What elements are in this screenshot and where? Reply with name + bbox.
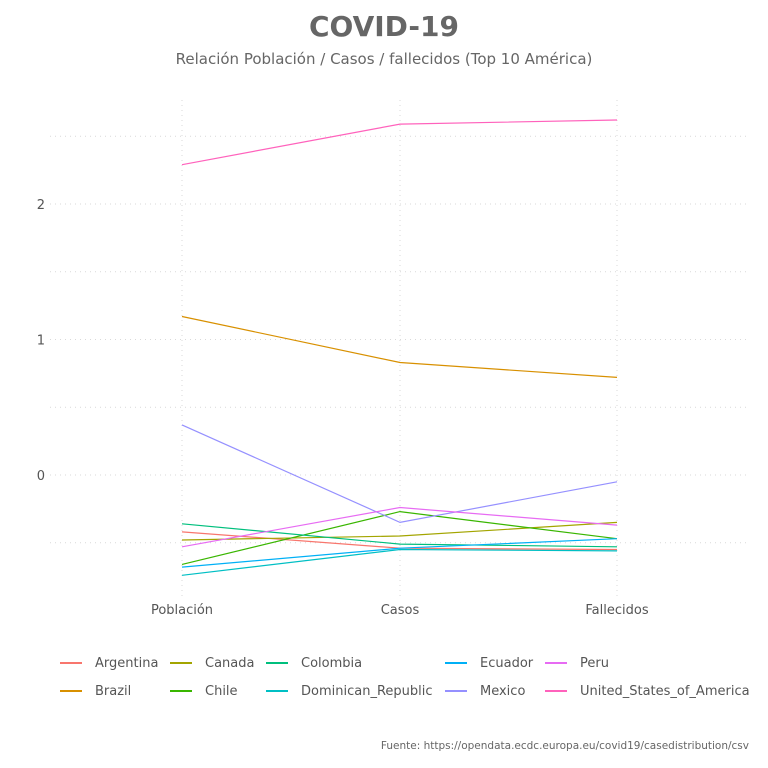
y-tick-label: 0 bbox=[37, 469, 45, 484]
x-tick-label: Casos bbox=[381, 603, 420, 618]
chart-subtitle: Relación Población / Casos / fallecidos … bbox=[175, 50, 593, 68]
y-axis: 0 1 2 bbox=[37, 198, 45, 484]
legend-swatch bbox=[266, 662, 288, 664]
legend: Argentina Brazil Canada Chile Colombia Domini… bbox=[60, 652, 760, 712]
legend-item: Mexico bbox=[445, 680, 525, 702]
series-line-ecuador bbox=[181, 538, 618, 568]
legend-swatch bbox=[445, 662, 467, 664]
legend-item: Dominican_Republic bbox=[266, 680, 433, 702]
legend-swatch bbox=[445, 690, 467, 692]
line-chart: 0 1 2 Población Casos Fallecidos bbox=[37, 100, 750, 618]
x-tick-label: Fallecidos bbox=[585, 603, 648, 618]
series-line-chile bbox=[181, 510, 618, 565]
legend-item: United_States_of_America bbox=[545, 680, 750, 702]
series-line-peru bbox=[181, 506, 618, 548]
legend-item: Brazil bbox=[60, 680, 131, 702]
series-lines bbox=[181, 119, 618, 576]
legend-label: Ecuador bbox=[480, 655, 534, 671]
series-line-dominican_republic bbox=[181, 548, 618, 576]
series-line-united_states_of_america bbox=[181, 119, 618, 166]
legend-item: Chile bbox=[170, 680, 238, 702]
legend-swatch bbox=[170, 662, 192, 664]
legend-label: Dominican_Republic bbox=[301, 683, 433, 699]
legend-label: Peru bbox=[580, 655, 609, 671]
y-tick-label: 1 bbox=[37, 334, 45, 349]
legend-label: Mexico bbox=[480, 683, 526, 699]
legend-swatch bbox=[266, 690, 288, 692]
series-line-canada bbox=[181, 521, 618, 541]
legend-swatch bbox=[545, 690, 567, 692]
legend-swatch bbox=[545, 662, 567, 664]
series-line-mexico bbox=[181, 424, 618, 524]
legend-swatch bbox=[60, 662, 82, 664]
source-caption: Fuente: https://opendata.ecdc.europa.eu/… bbox=[380, 740, 749, 752]
legend-item: Argentina bbox=[60, 652, 158, 674]
legend-swatch bbox=[170, 690, 192, 692]
legend-item: Peru bbox=[545, 652, 609, 674]
legend-label: Chile bbox=[205, 683, 238, 699]
legend-item: Colombia bbox=[266, 652, 362, 674]
legend-label: Colombia bbox=[301, 655, 363, 671]
series-line-brazil bbox=[181, 315, 618, 378]
x-tick-label: Población bbox=[151, 603, 213, 618]
chart-title: COVID-19 bbox=[308, 10, 460, 43]
legend-swatch bbox=[60, 690, 82, 692]
legend-label: United_States_of_America bbox=[580, 683, 750, 699]
y-tick-label: 2 bbox=[37, 198, 45, 213]
series-line-colombia bbox=[181, 523, 618, 548]
x-axis: Población Casos Fallecidos bbox=[151, 603, 649, 618]
legend-label: Brazil bbox=[95, 683, 132, 699]
legend-label: Canada bbox=[205, 655, 255, 671]
grid-lines bbox=[50, 100, 750, 597]
legend-label: Argentina bbox=[95, 655, 159, 671]
legend-item: Ecuador bbox=[445, 652, 533, 674]
legend-item: Canada bbox=[170, 652, 254, 674]
